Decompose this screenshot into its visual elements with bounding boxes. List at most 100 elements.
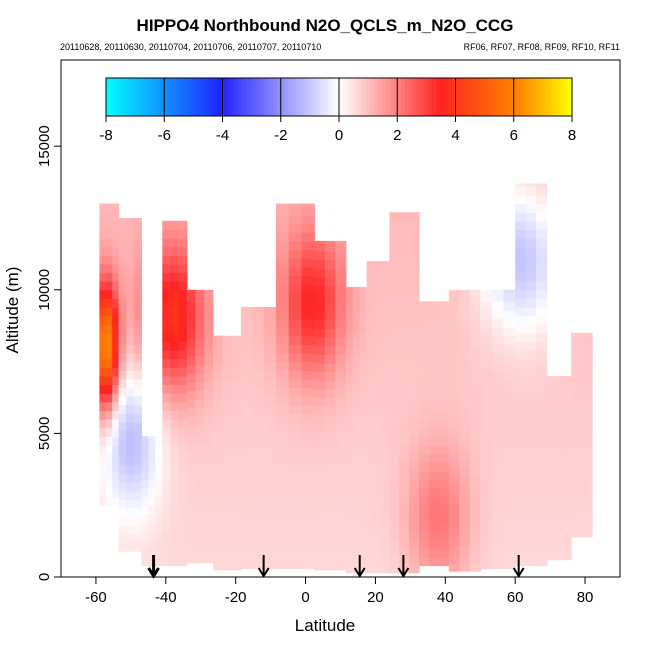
heatmap-cell: [231, 354, 242, 364]
heatmap-cell: [480, 353, 493, 363]
heatmap-cell: [252, 482, 265, 492]
colorbar-cell: [494, 78, 499, 116]
colorbar-cell: [121, 78, 126, 116]
heatmap-cell: [99, 496, 107, 506]
heatmap-cell: [438, 470, 450, 480]
heatmap-cell: [186, 528, 197, 538]
heatmap-cell: [459, 398, 471, 409]
heatmap-cell: [448, 304, 460, 314]
heatmap-cell: [324, 354, 336, 364]
heatmap-cell: [503, 361, 516, 371]
heatmap-cell: [448, 528, 460, 538]
heatmap-cell: [536, 427, 548, 437]
heatmap-cell: [170, 246, 180, 256]
heatmap-cell: [213, 466, 223, 476]
heatmap-cell: [222, 475, 233, 485]
heatmap-cell: [480, 413, 493, 423]
colorbar-cell: [210, 78, 216, 116]
heatmap-cell: [118, 218, 127, 225]
heatmap-cell: [585, 424, 593, 434]
heatmap-cell: [314, 457, 326, 467]
heatmap-cell: [133, 499, 142, 509]
heatmap-cell: [536, 436, 548, 446]
heatmap-cell: [554, 473, 564, 483]
heatmap-cell: [578, 347, 586, 357]
heatmap-cell: [133, 361, 142, 371]
heatmap-cell: [133, 378, 142, 388]
heatmap-cell: [381, 340, 390, 350]
heatmap-cell: [562, 404, 572, 414]
heatmap-cell: [359, 495, 368, 505]
heatmap-cell: [118, 404, 127, 414]
profile-column: [480, 289, 516, 569]
heatmap-cell: [222, 432, 233, 442]
heatmap-cell: [275, 499, 290, 509]
heatmap-cell: [554, 447, 564, 457]
heatmap-cell: [162, 556, 172, 567]
heatmap-cell: [148, 505, 156, 515]
heatmap-cell: [126, 378, 135, 388]
heatmap-cell: [170, 522, 180, 532]
heatmap-cell: [324, 561, 336, 571]
heatmap-cell: [459, 407, 471, 417]
heatmap-cell: [352, 538, 361, 548]
heatmap-cell: [503, 482, 516, 492]
heatmap-cell: [525, 462, 537, 472]
heatmap-cell: [480, 430, 493, 440]
colorbar-cell: [226, 78, 231, 116]
heatmap-cell: [429, 470, 440, 480]
heatmap-cell: [345, 357, 354, 367]
colorbar-cell: [436, 78, 441, 116]
heatmap-cell: [352, 340, 361, 350]
heatmap-cell: [536, 203, 548, 213]
heatmap-cell: [204, 312, 214, 322]
x-tick-label: 80: [577, 589, 594, 606]
heatmap-cell: [335, 440, 347, 450]
heatmap-cell: [252, 447, 265, 457]
heatmap-cell: [126, 430, 135, 440]
heatmap-cell: [374, 297, 383, 307]
heatmap-cell: [170, 229, 180, 239]
heatmap-cell: [571, 528, 579, 538]
heatmap-cell: [448, 510, 460, 521]
heatmap-cell: [448, 398, 460, 409]
heatmap-cell: [105, 289, 113, 299]
heatmap-cell: [554, 516, 564, 526]
heatmap-cell: [162, 462, 172, 472]
heatmap-cell: [252, 309, 265, 320]
heatmap-cell: [264, 378, 277, 388]
heatmap-cell: [126, 240, 135, 251]
heatmap-cell: [231, 466, 242, 476]
heatmap-cell: [252, 490, 265, 500]
heatmap-cell: [469, 536, 481, 546]
heatmap-cell: [204, 433, 214, 443]
heatmap-cell: [515, 531, 527, 541]
heatmap-cell: [335, 259, 347, 269]
heatmap-cell: [381, 305, 390, 315]
heatmap-cell: [170, 488, 180, 498]
heatmap-cell: [195, 536, 205, 546]
heatmap-cell: [178, 496, 188, 506]
heatmap-cell: [562, 456, 572, 466]
heatmap-cell: [275, 508, 290, 518]
heatmap-cell: [381, 374, 390, 384]
heatmap-cell: [105, 427, 113, 437]
heatmap-cell: [275, 240, 290, 251]
heatmap-cell: [275, 559, 290, 569]
colorbar-cell: [432, 78, 437, 116]
heatmap-cell: [288, 473, 303, 483]
colorbar-cell: [408, 78, 414, 116]
heatmap-cell: [112, 212, 120, 222]
heatmap-cell: [118, 542, 127, 552]
heatmap-cell: [126, 335, 135, 345]
heatmap-cell: [352, 546, 361, 556]
heatmap-cell: [345, 322, 354, 332]
heatmap-cell: [105, 436, 113, 446]
heatmap-cell: [112, 375, 120, 386]
heatmap-cell: [374, 452, 383, 462]
heatmap-cell: [231, 335, 242, 338]
heatmap-cell: [335, 535, 347, 545]
heatmap-cell: [503, 301, 516, 311]
heatmap-cell: [409, 400, 420, 410]
heatmap-cell: [381, 443, 390, 453]
